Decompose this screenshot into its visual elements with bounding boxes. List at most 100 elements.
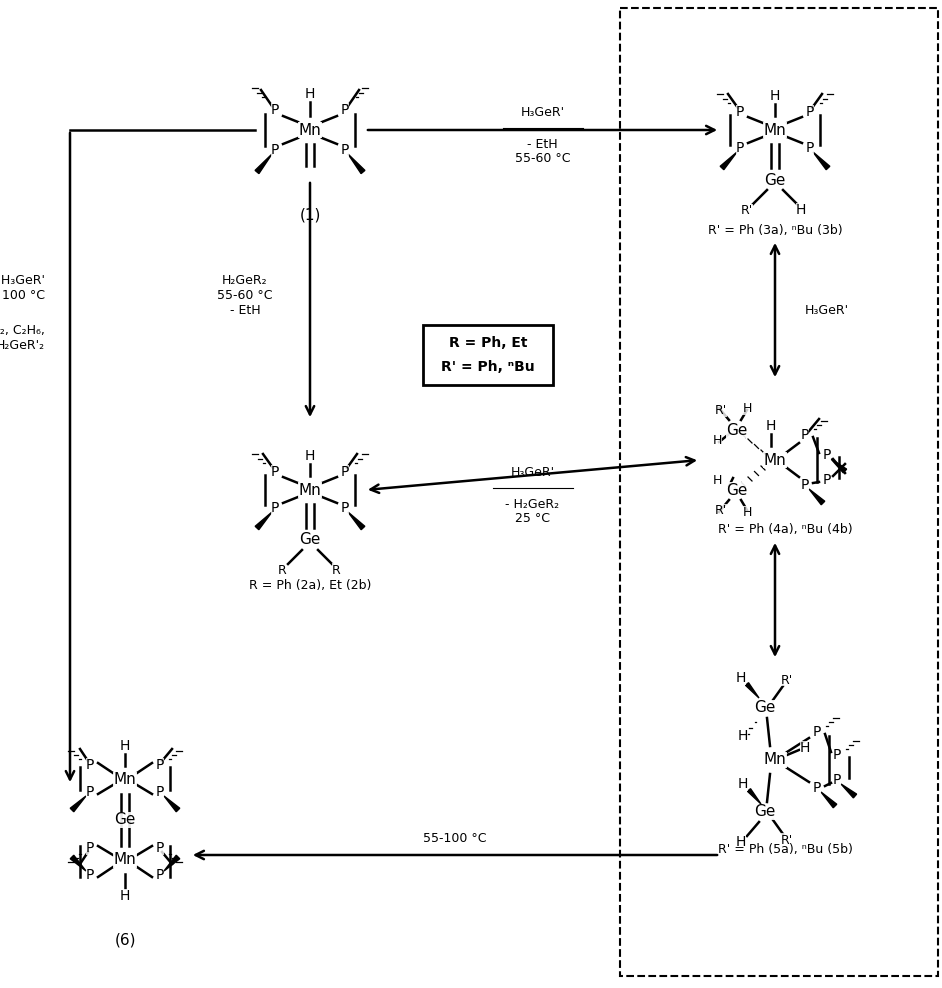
Text: P: P [86,785,94,799]
Text: P: P [805,141,814,155]
Text: 55-60 °C: 55-60 °C [218,288,273,301]
Text: P: P [155,841,164,855]
Text: - EtH: - EtH [230,303,260,316]
Text: Mn: Mn [299,123,321,137]
Text: H₃GeR': H₃GeR' [511,465,555,478]
Text: P: P [833,748,841,762]
Text: Mn: Mn [764,123,787,137]
Text: P: P [341,501,349,515]
Text: R' = Ph, ⁿBu: R' = Ph, ⁿBu [441,360,535,374]
Text: P: P [270,143,279,157]
Text: Ge: Ge [755,804,775,819]
Polygon shape [813,152,830,170]
Text: P: P [86,841,94,855]
Text: P: P [270,103,279,117]
Polygon shape [748,788,761,804]
Text: Mn: Mn [764,453,787,467]
Text: H: H [305,87,316,101]
Text: Ge: Ge [755,700,775,715]
Text: H: H [796,203,806,217]
Text: R = Ph, Et: R = Ph, Et [448,336,528,350]
Text: H₂GeR'₂: H₂GeR'₂ [0,339,45,352]
Text: Ge: Ge [114,812,136,828]
Bar [423,325,553,385]
Text: R = Ph (2a), Et (2b): R = Ph (2a), Et (2b) [249,579,371,592]
Polygon shape [71,796,86,812]
Polygon shape [831,459,847,473]
Polygon shape [255,512,272,530]
Text: Mn: Mn [114,853,137,867]
Text: Ge: Ge [726,423,748,438]
Text: P: P [270,465,279,479]
Text: H: H [712,434,722,447]
Text: P: P [736,105,744,119]
Text: H: H [736,671,746,685]
Text: P: P [341,143,349,157]
Text: H: H [305,449,316,463]
Text: Ge: Ge [726,482,748,498]
Polygon shape [71,856,86,871]
Text: 55-60 °C: 55-60 °C [514,151,570,164]
Text: (6): (6) [114,933,136,947]
Text: 25 °C: 25 °C [515,512,550,525]
Text: P: P [801,428,809,442]
Text: P: P [833,773,841,787]
Text: P: P [736,141,744,155]
Polygon shape [255,154,272,174]
Polygon shape [164,856,180,871]
Text: Mn: Mn [299,482,321,498]
Text: R: R [278,563,286,577]
Text: H: H [770,89,780,103]
Text: - H₂GeR₂: - H₂GeR₂ [506,498,560,511]
Text: P: P [822,473,831,487]
Polygon shape [348,154,365,174]
Polygon shape [841,784,856,798]
Text: H: H [120,739,130,753]
Text: R': R' [781,834,793,847]
Text: Ge: Ge [300,533,320,547]
Text: H: H [738,777,748,791]
Text: H₃GeR': H₃GeR' [805,303,849,316]
Text: R': R' [740,204,753,216]
Text: P: P [805,105,814,119]
Text: P: P [86,758,94,772]
Text: R': R' [781,674,793,687]
Text: R' = Ph (3a), ⁿBu (3b): R' = Ph (3a), ⁿBu (3b) [707,223,842,236]
Text: H: H [766,419,776,433]
Text: 100 °C: 100 °C [2,288,45,301]
Text: P: P [801,478,809,492]
Text: 55-100 °C: 55-100 °C [423,832,487,845]
Text: P: P [270,501,279,515]
Text: - EtH: - EtH [528,137,558,150]
Text: P: P [813,725,821,739]
Text: H: H [742,506,752,519]
Text: H: H [738,729,748,743]
Polygon shape [745,683,759,698]
Text: Ge: Ge [764,173,786,188]
Text: H₃GeR': H₃GeR' [520,106,564,119]
Text: (1): (1) [300,207,320,222]
Text: R: R [332,563,340,577]
Text: P: P [813,781,821,795]
Text: P: P [155,785,164,799]
Text: R' = Ph (5a), ⁿBu (5b): R' = Ph (5a), ⁿBu (5b) [718,844,853,857]
Text: Mn: Mn [764,753,787,768]
Text: R': R' [715,403,727,417]
Polygon shape [164,796,180,812]
Polygon shape [821,792,836,808]
Text: R': R' [715,504,727,517]
Text: P: P [155,868,164,882]
Polygon shape [348,512,365,530]
Text: H: H [800,741,810,755]
Text: Mn: Mn [114,773,137,787]
Polygon shape [809,489,825,505]
Text: -H₂, C₂H₆,: -H₂, C₂H₆, [0,323,45,337]
Text: H: H [736,835,746,849]
Text: P: P [86,868,94,882]
Bar [620,8,938,976]
Text: 4 H₃GeR': 4 H₃GeR' [0,274,45,287]
Text: P: P [341,465,349,479]
Text: P: P [341,103,349,117]
Polygon shape [721,152,737,170]
Text: P: P [822,448,831,462]
